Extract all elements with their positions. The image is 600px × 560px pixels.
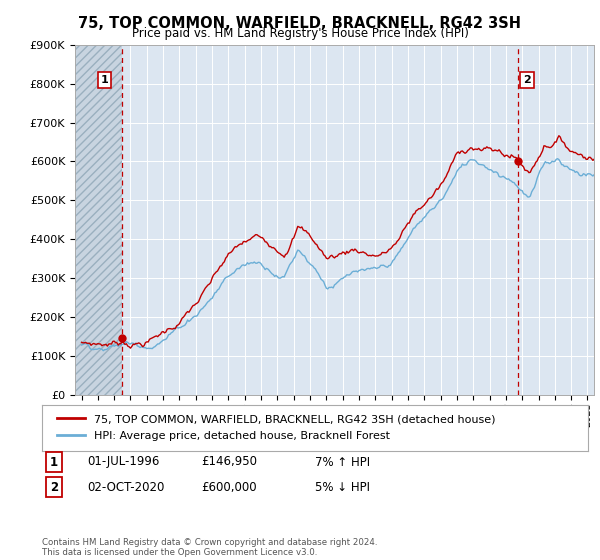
Text: 75, TOP COMMON, WARFIELD, BRACKNELL, RG42 3SH: 75, TOP COMMON, WARFIELD, BRACKNELL, RG4…	[79, 16, 521, 31]
Text: 02-OCT-2020: 02-OCT-2020	[87, 480, 164, 494]
Text: 2: 2	[50, 480, 58, 494]
Text: 7% ↑ HPI: 7% ↑ HPI	[315, 455, 370, 469]
Text: Contains HM Land Registry data © Crown copyright and database right 2024.
This d: Contains HM Land Registry data © Crown c…	[42, 538, 377, 557]
Text: 01-JUL-1996: 01-JUL-1996	[87, 455, 160, 469]
Legend: 75, TOP COMMON, WARFIELD, BRACKNELL, RG42 3SH (detached house), HPI: Average pri: 75, TOP COMMON, WARFIELD, BRACKNELL, RG4…	[53, 410, 500, 446]
Bar	[75, 45, 122, 395]
Text: 1: 1	[101, 75, 108, 85]
Text: Price paid vs. HM Land Registry's House Price Index (HPI): Price paid vs. HM Land Registry's House …	[131, 27, 469, 40]
Text: 5% ↓ HPI: 5% ↓ HPI	[315, 480, 370, 494]
Text: 2: 2	[523, 75, 531, 85]
Text: £146,950: £146,950	[201, 455, 257, 469]
Text: £600,000: £600,000	[201, 480, 257, 494]
Text: 1: 1	[50, 455, 58, 469]
